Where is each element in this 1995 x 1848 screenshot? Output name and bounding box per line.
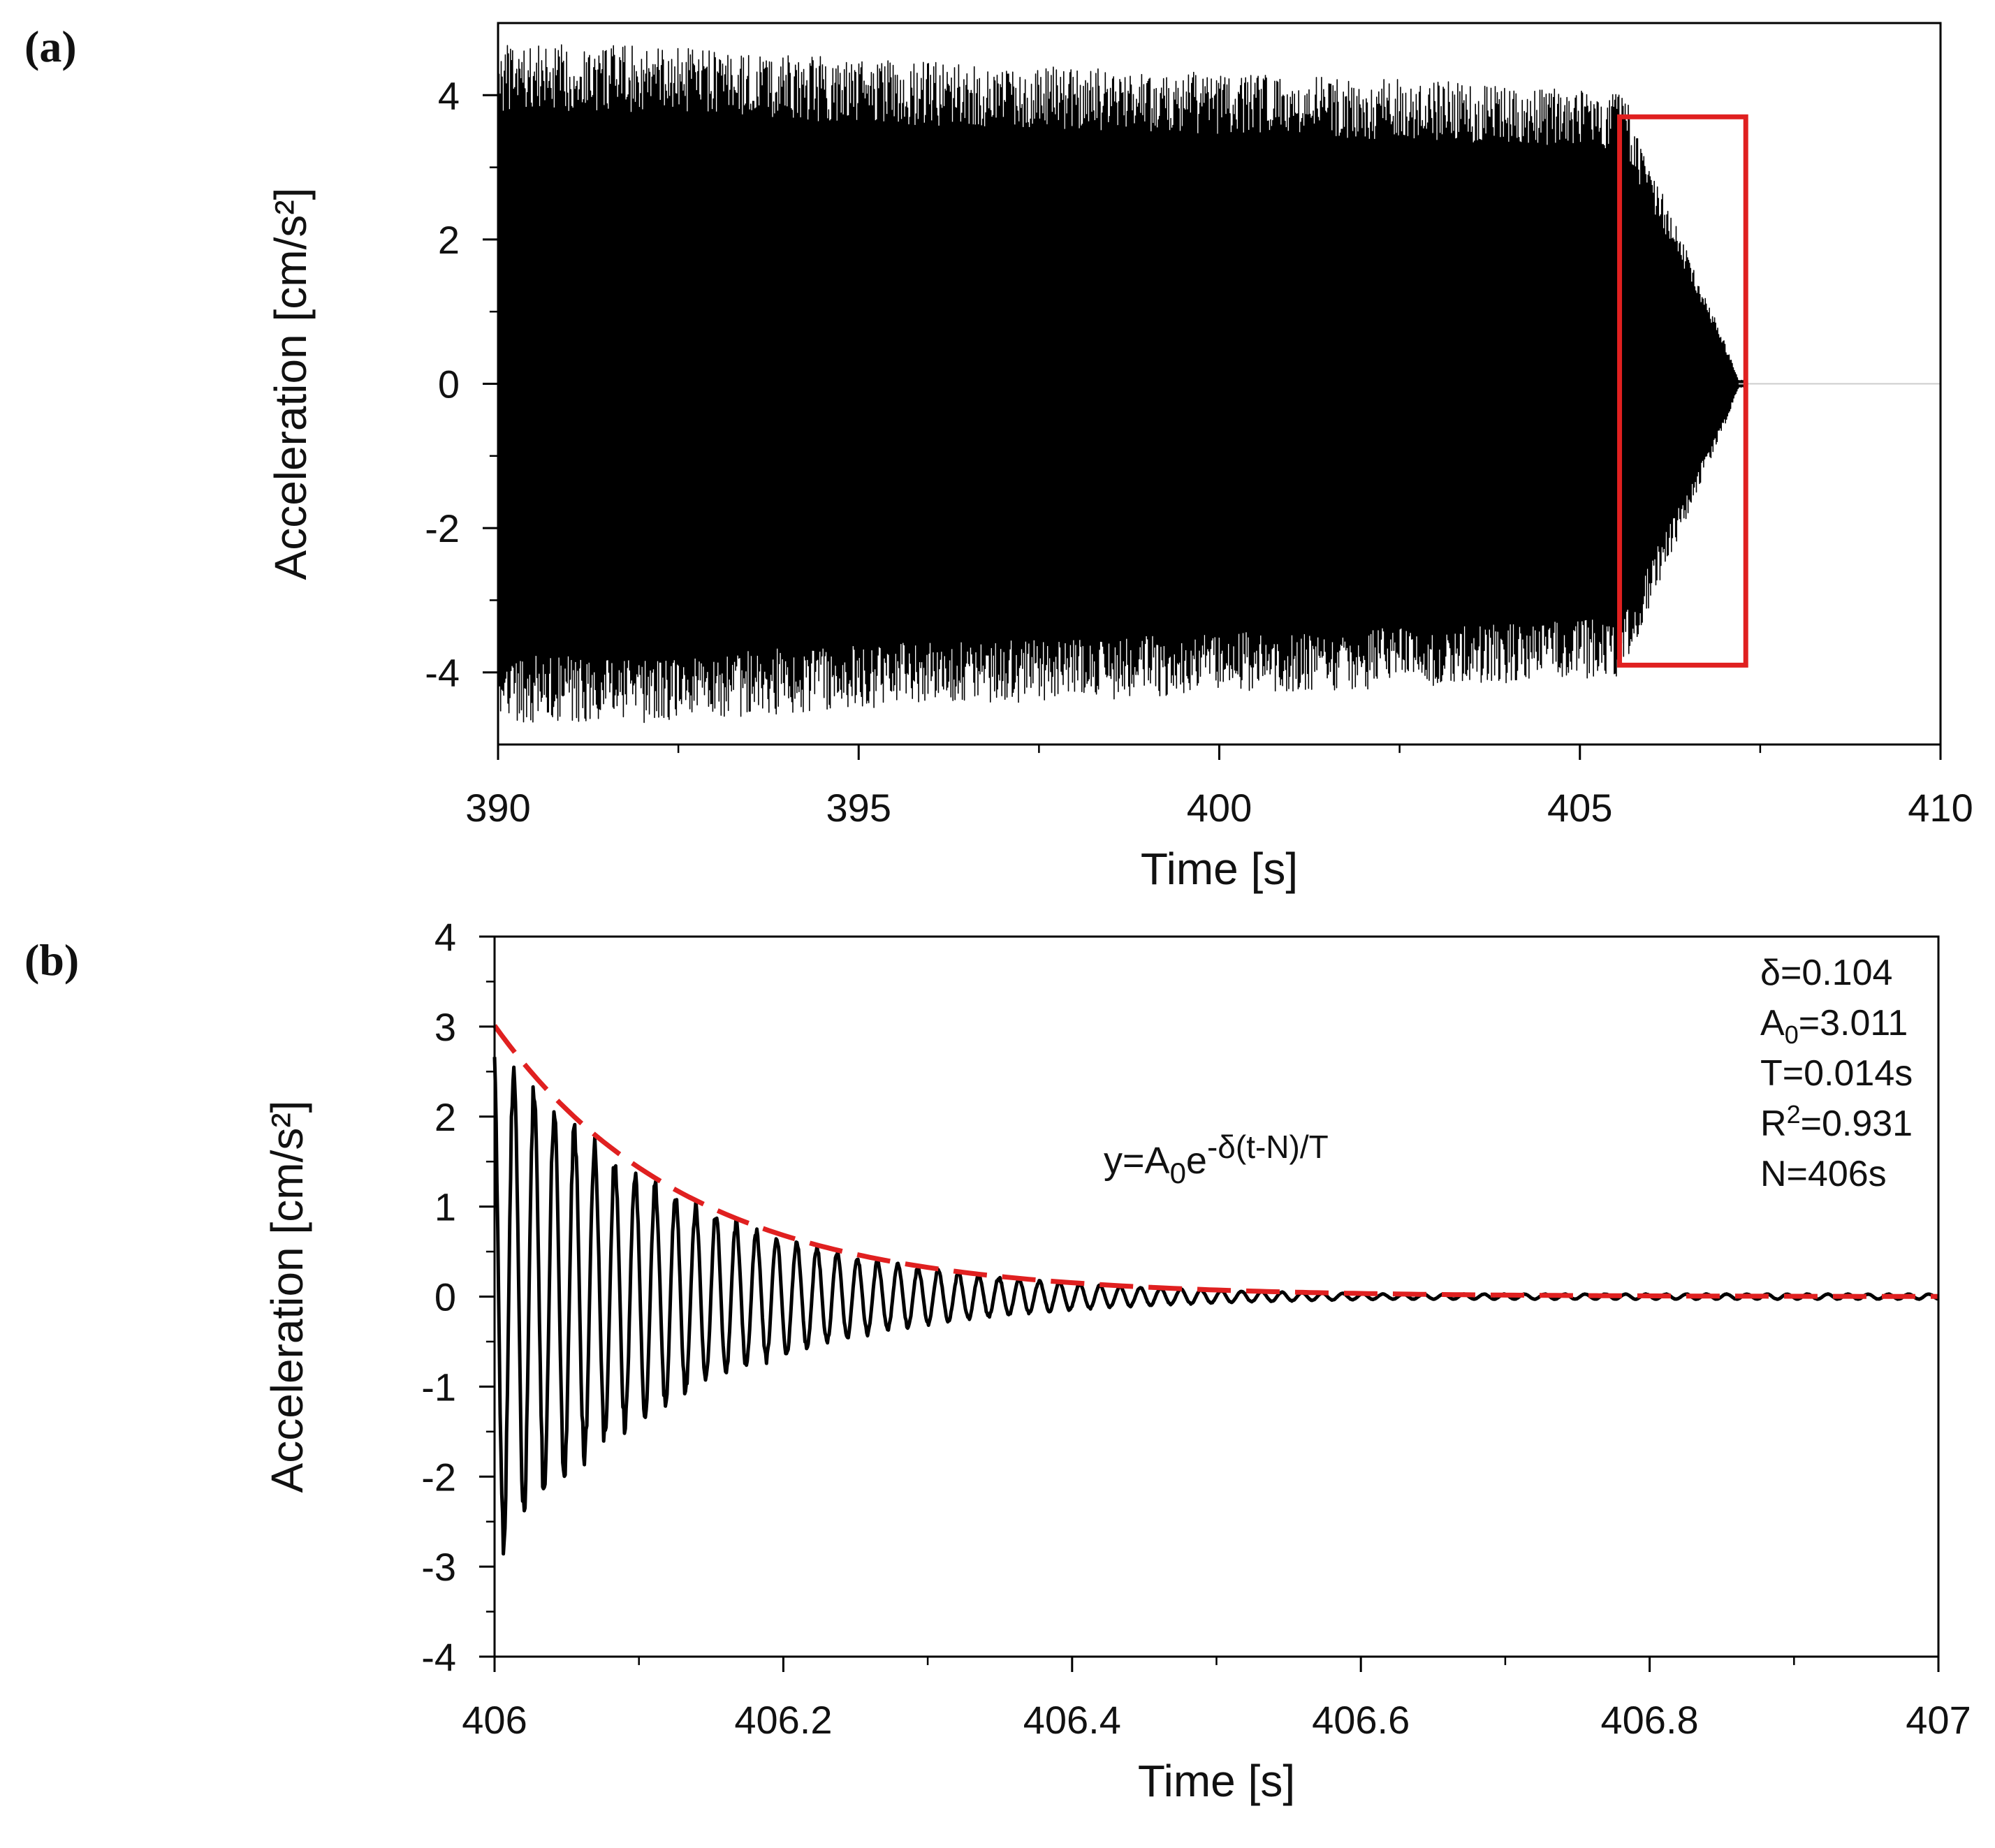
panel-a-waveform bbox=[497, 44, 1941, 724]
panel-b-ytick-label: 0 bbox=[434, 1275, 456, 1319]
panel-a-xtick-label: 410 bbox=[1908, 786, 1973, 830]
panel-a-xlabel: Time [s] bbox=[1141, 844, 1298, 894]
eq-sub: 0 bbox=[1170, 1157, 1186, 1189]
panel-a-ytick-label: 4 bbox=[438, 73, 460, 117]
panel-a-xtick-label: 390 bbox=[465, 786, 530, 830]
panel-b-ylabel: Acceleration [cm/s²] bbox=[262, 1101, 312, 1493]
fit-stat: R2=0.931 bbox=[1760, 1100, 1913, 1144]
panel-b-xtick-label: 407 bbox=[1906, 1698, 1971, 1742]
fit-curve bbox=[492, 1024, 1938, 1299]
fit-stat: δ=0.104 bbox=[1760, 953, 1892, 993]
fit-stat: T=0.014s bbox=[1760, 1053, 1913, 1094]
panel-b-ytick-label: 4 bbox=[434, 915, 456, 959]
stat-post: =0.931 bbox=[1801, 1103, 1913, 1144]
panel-b-xtick-label: 406 bbox=[462, 1698, 527, 1742]
fit-stat: N=406s bbox=[1760, 1154, 1887, 1194]
eq-lead: y=A bbox=[1104, 1140, 1170, 1182]
fit-stat: A0=3.011 bbox=[1760, 1003, 1908, 1049]
stat-sub: 0 bbox=[1785, 1020, 1799, 1049]
panel-a-ytick-label: 0 bbox=[438, 362, 460, 406]
panel-b-xtick-label: 406.8 bbox=[1601, 1698, 1699, 1742]
waveform-b-trace bbox=[492, 1057, 1940, 1556]
eq-sup: -δ(t-N)/T bbox=[1207, 1129, 1329, 1165]
panel-b-ytick-label: -4 bbox=[421, 1635, 456, 1679]
panel-b-waveform bbox=[492, 1024, 1940, 1556]
panel-a-xtick-label: 405 bbox=[1547, 786, 1612, 830]
panel-a-ylabel: Acceleration [cm/s²] bbox=[265, 188, 316, 580]
panel-b-ytick-label: 3 bbox=[434, 1005, 456, 1049]
waveform-a-trace bbox=[497, 44, 1746, 724]
panel-b-xlabel: Time [s] bbox=[1138, 1756, 1295, 1806]
panel-b-ytick-label: -3 bbox=[421, 1545, 456, 1589]
stat-pre: A bbox=[1760, 1003, 1785, 1043]
fit-equation: y=A0e-δ(t-N)/T bbox=[1104, 1129, 1329, 1189]
axes-layer bbox=[479, 22, 1942, 1672]
panel-b-ytick-label: -2 bbox=[421, 1455, 456, 1499]
panel-a-panel-label: (a) bbox=[24, 22, 77, 71]
panel-b-ytick-label: -1 bbox=[421, 1365, 456, 1409]
panel-a-xtick-label: 400 bbox=[1187, 786, 1252, 830]
stat-pre: R bbox=[1760, 1103, 1787, 1144]
panel-a-ytick-label: -2 bbox=[425, 506, 460, 550]
stat-post: =3.011 bbox=[1799, 1003, 1908, 1043]
panel-b-xtick-label: 406.2 bbox=[734, 1698, 832, 1742]
highlight-rectangle bbox=[1617, 114, 1748, 668]
eq-mid: e bbox=[1186, 1140, 1207, 1182]
stat-sup: 2 bbox=[1787, 1100, 1801, 1129]
panel-b-ytick-label: 1 bbox=[434, 1185, 456, 1229]
panel-b-ytick-label: 2 bbox=[434, 1095, 456, 1139]
panel-b-xtick-label: 406.4 bbox=[1023, 1698, 1121, 1742]
panel-b-xtick-label: 406.6 bbox=[1312, 1698, 1410, 1742]
panel-a-xtick-label: 395 bbox=[826, 786, 891, 830]
panel-a-ytick-label: 2 bbox=[438, 218, 460, 262]
panel-a-ytick-label: -4 bbox=[425, 651, 460, 695]
panel-b-panel-label: (b) bbox=[24, 935, 79, 985]
